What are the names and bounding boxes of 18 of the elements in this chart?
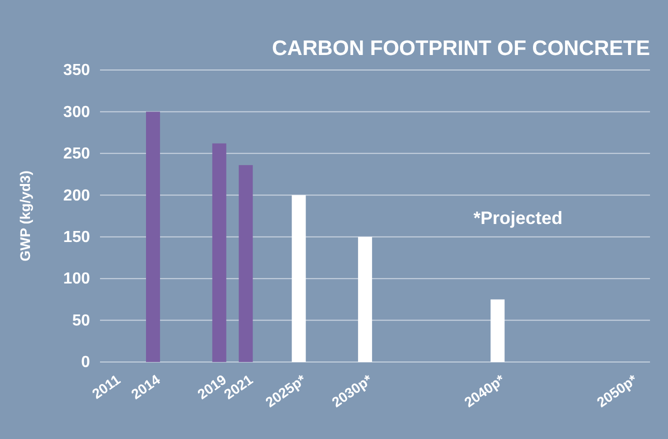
bar [238, 165, 253, 362]
y-tick-label: 350 [63, 62, 90, 80]
y-tick-label: 50 [72, 312, 90, 330]
y-tick-label: 250 [63, 146, 90, 163]
y-tick-label: 100 [63, 270, 90, 288]
y-tick-label: 200 [63, 187, 90, 204]
bar [146, 112, 160, 362]
annotation: *Projected [473, 208, 563, 228]
bar [490, 299, 505, 362]
bar [212, 143, 226, 362]
x-tick-label: 2011 [89, 371, 124, 402]
y-tick-label: 0 [81, 354, 90, 372]
bar [292, 195, 306, 362]
chart-title: CARBON FOOTPRINT OF CONCRETE [272, 37, 650, 60]
y-tick-label: 150 [63, 228, 90, 246]
y-tick-label: 300 [63, 104, 90, 121]
bar [358, 236, 372, 362]
y-axis-title: GWP (kg/yd3) [17, 170, 33, 262]
